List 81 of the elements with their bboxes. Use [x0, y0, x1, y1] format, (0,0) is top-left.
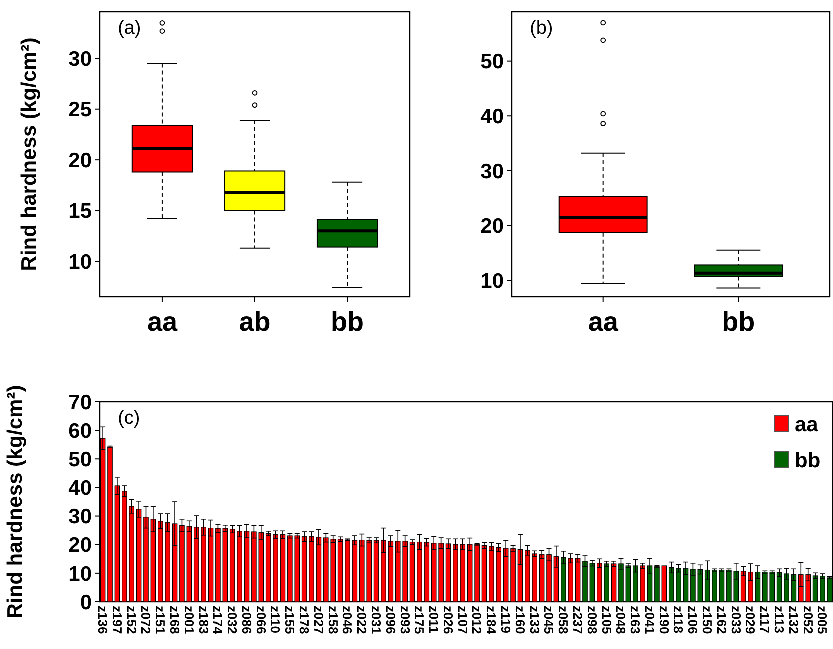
x-tick-label: z022	[354, 606, 370, 634]
y-axis-title: Rind hardness (kg/cm²)	[4, 385, 27, 619]
y-tick-label: 15	[68, 200, 92, 224]
x-tick-label: z197	[110, 606, 125, 634]
x-tick-label: z160	[512, 606, 528, 634]
x-tick-label: z026	[440, 606, 456, 634]
x-tick-label: z184	[484, 606, 500, 635]
x-tick-label: z113	[772, 606, 788, 634]
x-tick-label: z105	[599, 606, 614, 634]
y-tick-label: 20	[68, 149, 92, 172]
x-tick-label: z048	[614, 606, 629, 634]
x-tick-label: z027	[311, 606, 326, 634]
x-tick-label: z168	[167, 606, 182, 634]
x-tick-label: z237	[570, 606, 586, 634]
x-tick-label: z098	[584, 606, 600, 634]
x-tick-label: z163	[628, 606, 644, 634]
x-tick-label: z175	[412, 606, 428, 634]
x-tick-label: z132	[786, 606, 802, 634]
x-tick-label: z190	[656, 606, 672, 634]
x-tick-label: z107	[455, 606, 470, 634]
x-tick-label: z033	[728, 606, 744, 634]
x-tick-label: z158	[326, 606, 341, 634]
x-tick-label: z012	[470, 606, 485, 634]
annotation: (b)	[530, 18, 554, 39]
y-tick-label: 20	[480, 215, 504, 238]
x-tick-label: z096	[383, 606, 398, 634]
y-tick-label: 30	[68, 48, 92, 72]
x-tick-label: z106	[686, 606, 701, 634]
x-tick-label: z041	[642, 606, 658, 634]
y-tick-label: 0	[80, 591, 92, 614]
x-tick-label: z118	[671, 606, 686, 634]
x-tick-label: aa	[588, 307, 620, 337]
x-tick-label: z183	[196, 606, 212, 634]
legend-label: bb	[795, 449, 821, 472]
y-tick-label: 50	[480, 50, 504, 74]
x-tick-label: z086	[239, 606, 254, 634]
x-tick-label: z136	[96, 606, 111, 634]
y-tick-label: 50	[68, 448, 92, 472]
y-tick-label: 30	[68, 506, 92, 529]
x-tick-label: z133	[527, 606, 542, 634]
x-tick-label: z117	[758, 606, 773, 634]
x-tick-label: z029	[743, 606, 758, 634]
x-tick-label: z005	[815, 606, 830, 634]
y-tick-label: 30	[480, 160, 504, 184]
y-tick-label: 20	[68, 534, 92, 558]
y-tick-label: 10	[68, 562, 92, 586]
x-tick-label: z119	[498, 606, 514, 634]
x-tick-label: bb	[331, 307, 364, 337]
x-tick-label: z032	[225, 606, 240, 634]
x-tick-label: z066	[254, 606, 269, 634]
y-tick-label: 40	[480, 105, 504, 128]
x-tick-label: z155	[282, 606, 298, 634]
x-tick-label: z046	[340, 606, 356, 634]
x-tick-label: z162	[714, 606, 730, 634]
annotation: (c)	[118, 408, 140, 429]
x-tick-label: z178	[297, 606, 312, 634]
y-tick-label: 10	[68, 250, 92, 274]
y-tick-label: 70	[68, 391, 92, 414]
x-tick-label: ab	[239, 307, 271, 337]
x-tick-label: bb	[722, 307, 756, 337]
x-tick-label: aa	[147, 307, 178, 337]
x-tick-label: z045	[542, 606, 557, 634]
x-tick-label: z174	[210, 606, 226, 635]
x-tick-label: z151	[153, 606, 168, 634]
y-axis-title: Rind hardness (kg/cm²)	[18, 38, 41, 272]
y-tick-label: 10	[480, 270, 504, 293]
x-tick-label: z011	[426, 606, 442, 634]
annotation: (a)	[118, 18, 142, 39]
x-tick-label: z093	[398, 606, 413, 634]
x-tick-label: z152	[124, 606, 140, 634]
y-tick-label: 25	[68, 98, 92, 122]
x-tick-label: z110	[268, 606, 284, 634]
x-tick-label: z072	[138, 606, 154, 634]
x-tick-label: z031	[368, 606, 384, 634]
x-tick-label: z058	[556, 606, 572, 634]
x-tick-label: z001	[182, 606, 197, 634]
legend-label: aa	[795, 413, 819, 436]
x-tick-label: z150	[700, 606, 716, 634]
y-tick-label: 40	[68, 477, 92, 500]
y-tick-label: 60	[68, 420, 92, 443]
x-tick-label: z052	[800, 606, 816, 634]
